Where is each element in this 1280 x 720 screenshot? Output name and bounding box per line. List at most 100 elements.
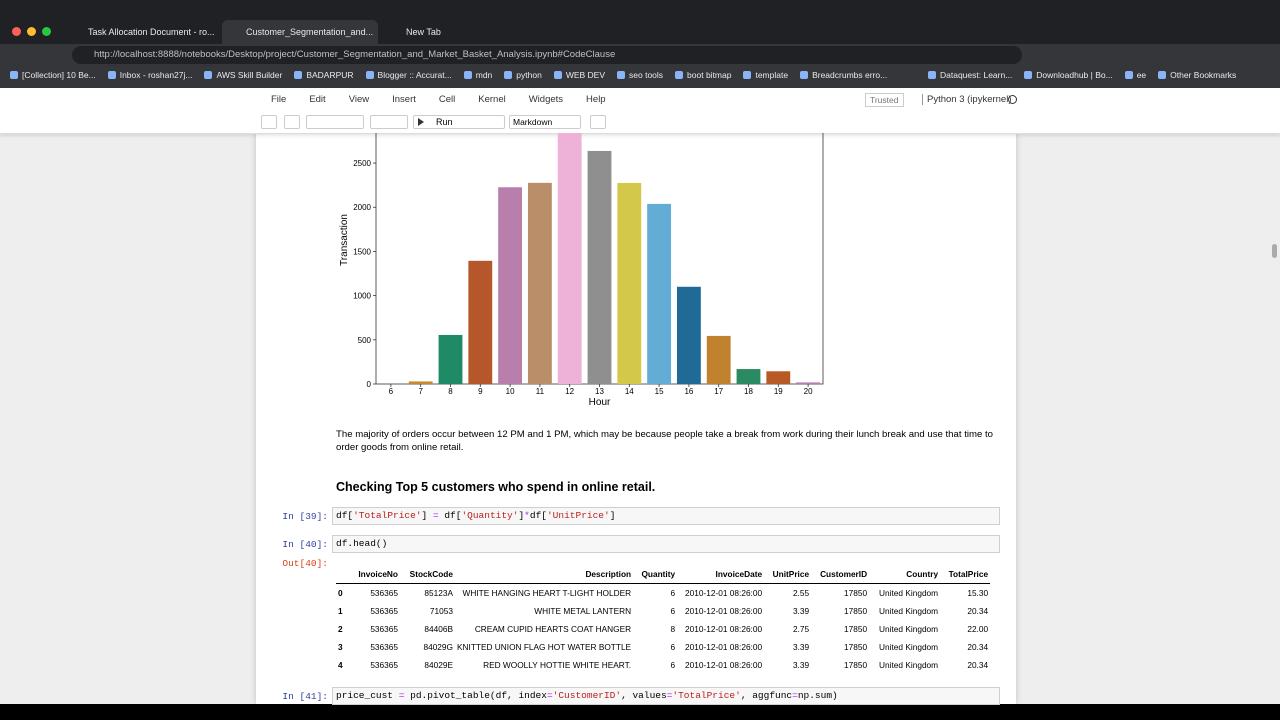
header-row: InvoiceNo StockCode Description Quantity Inv… (336, 565, 991, 584)
run-label: Run (436, 117, 453, 127)
header-cell: InvoiceNo (354, 565, 400, 584)
cell: 17850 (844, 660, 868, 670)
bookmark[interactable]: boot bitmap (675, 70, 731, 80)
bookmark[interactable]: Downloadhub | Bo... (1024, 70, 1113, 80)
cell: United Kingdom (879, 588, 939, 598)
keyboard[interactable] (590, 115, 606, 129)
x-tick-label: 13 (595, 387, 604, 396)
y-tick-label: 2500 (353, 159, 371, 168)
move-buttons[interactable] (370, 115, 408, 129)
cell: 15.30 (967, 588, 989, 598)
code-cell[interactable]: df.head() (332, 535, 1000, 553)
bookmark-label: template (755, 70, 789, 80)
dataframe: InvoiceNo StockCode Description Quantity Inv… (336, 565, 991, 674)
x-tick-label: 20 (804, 387, 813, 396)
menu-item[interactable]: Kernel (478, 94, 506, 105)
cell: 2.75 (792, 624, 810, 634)
trusted[interactable]: Trusted (865, 93, 904, 107)
kernel-status (1008, 95, 1017, 104)
bookmark[interactable]: [Collection] 10 Be... (10, 70, 96, 80)
cell: 6 (670, 588, 676, 598)
bookmark[interactable]: AWS Skill Builder (204, 70, 282, 80)
y-tick-label: 1500 (353, 247, 371, 256)
bookmark[interactable]: BADARPUR (294, 70, 354, 80)
bookmark[interactable]: mdn (463, 70, 492, 80)
y-axis-label: Transaction (339, 214, 350, 266)
bookmark[interactable]: seo tools (617, 70, 663, 80)
bar (438, 334, 463, 384)
bookmark[interactable]: Breadcrumbs erro... (800, 70, 887, 80)
bookmark[interactable]: Other Bookmarks (1158, 70, 1236, 80)
x-tick-label: 8 (448, 387, 453, 396)
in-prompt: In [39]: (282, 511, 328, 522)
cell: 6 (670, 606, 676, 616)
bookmark-label: Downloadhub | Bo... (1036, 70, 1113, 80)
x-tick-label: 16 (684, 387, 693, 396)
bar (647, 203, 672, 384)
bar (408, 381, 433, 384)
run-icon (418, 118, 424, 126)
bar (796, 382, 821, 384)
x-tick-label: 17 (714, 387, 723, 396)
cell: 536365 (370, 624, 398, 634)
cell: 17850 (844, 588, 868, 598)
cell: 20.34 (967, 606, 989, 616)
menu-item[interactable]: View (348, 94, 370, 105)
cell: 17850 (844, 606, 868, 616)
cell: 20.34 (967, 642, 989, 652)
bookmark-label: [Collection] 10 Be... (22, 70, 96, 80)
code-cell[interactable]: df['TotalPrice'] = df['Quantity']*df['Un… (332, 507, 1000, 525)
x-tick-label: 9 (478, 387, 483, 396)
bar (557, 133, 582, 384)
bookmark-label: Blogger :: Accurat... (377, 70, 452, 80)
cell: 84406B (424, 624, 453, 634)
kernel-name: Python 3 (ipykernel) (922, 94, 1011, 105)
header-cell: InvoiceDate (677, 565, 765, 584)
bookmark[interactable]: python (504, 70, 542, 80)
bookmark-label: AWS Skill Builder (216, 70, 283, 80)
bookmark-label: seo tools (629, 70, 664, 80)
cell: 71053 (429, 606, 453, 616)
bookmark[interactable]: ee (1124, 70, 1146, 80)
edit-buttons[interactable] (306, 115, 364, 129)
x-tick-label: 18 (744, 387, 753, 396)
tab[interactable]: Customer_Segmentation_and... (222, 20, 378, 44)
save[interactable] (261, 115, 277, 129)
cell-type[interactable]: Markdown (509, 115, 581, 129)
menu-item[interactable]: Help (586, 94, 606, 105)
bar (468, 260, 493, 384)
x-tick-label: 15 (655, 387, 664, 396)
bar (527, 182, 552, 384)
bookmark[interactable]: Blogger :: Accurat... (365, 70, 452, 80)
header-cell: CustomerID (811, 565, 870, 584)
menu-item[interactable]: Widgets (528, 94, 564, 105)
header-cell (336, 565, 354, 584)
run[interactable]: Run (413, 115, 505, 129)
header-cell: TotalPrice (940, 565, 991, 584)
add-cell[interactable] (284, 115, 300, 129)
cell: United Kingdom (879, 660, 939, 670)
cell: 6 (670, 642, 676, 652)
bookmark[interactable]: template (743, 70, 788, 80)
bookmark[interactable]: Dataquest: Learn... (928, 70, 1012, 80)
tab[interactable]: Task Allocation Document - ro... (88, 27, 215, 37)
cell: 3.39 (792, 606, 810, 616)
cell: 17850 (844, 642, 868, 652)
address-bar[interactable]: http://localhost:8888/notebooks/Desktop/… (72, 46, 1022, 64)
cell: 3 (338, 642, 343, 652)
code-cell[interactable]: price_cust = pd.pivot_table(df, index='C… (332, 687, 1000, 705)
menu-item[interactable]: Cell (438, 94, 456, 105)
tab-strip (0, 0, 1280, 44)
menu-item[interactable]: Insert (392, 94, 416, 105)
bookmark[interactable]: WEB DEV (553, 70, 605, 80)
cell: 0 (338, 588, 343, 598)
bookmark[interactable]: Inbox - roshan27j... (107, 70, 192, 80)
row: 0 536365 85123A WHITE HANGING HEART T-LIGHT… (336, 584, 990, 603)
menu-item[interactable]: File (271, 94, 287, 105)
menu-item[interactable]: Edit (309, 94, 326, 105)
cell: 2010-12-01 08:26:00 (685, 660, 763, 670)
cell: 2.55 (792, 588, 810, 598)
tab[interactable]: New Tab (406, 27, 441, 37)
y-tick-label: 0 (367, 380, 372, 389)
